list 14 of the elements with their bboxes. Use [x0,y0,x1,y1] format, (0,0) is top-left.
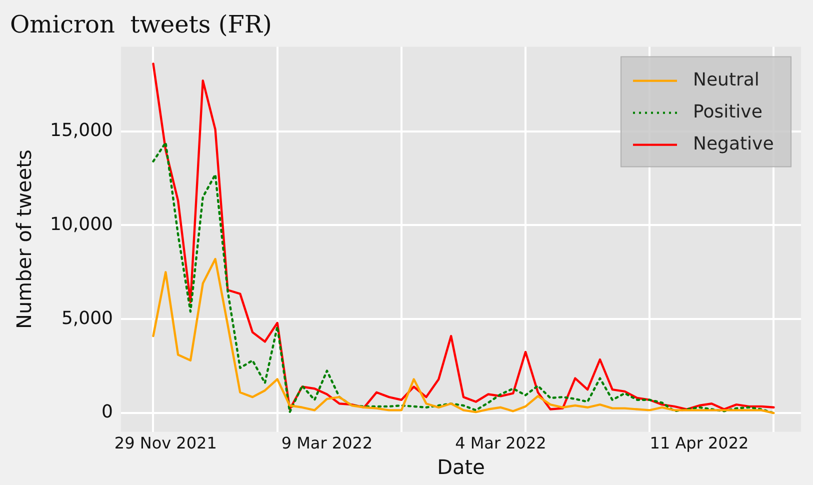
x-tick-label: 9 Mar 2022 [281,434,373,453]
chart-title: Omicron tweets (FR) [10,10,272,39]
x-axis-title: Date [437,455,485,480]
x-tick-label: 11 Apr 2022 [650,434,749,453]
y-axis-title: Number of tweets [12,150,36,330]
y-tick-label: 10,000 [50,214,113,235]
y-tick-label: 0 [102,402,113,423]
legend-label: Negative [693,133,774,154]
legend-label: Positive [693,101,762,122]
legend-label: Neutral [693,69,760,90]
x-tick-label: 29 Nov 2021 [114,434,217,453]
y-tick-label: 15,000 [50,120,113,141]
y-tick-label: 5,000 [61,308,113,329]
x-tick-label: 4 Mar 2022 [455,434,546,453]
